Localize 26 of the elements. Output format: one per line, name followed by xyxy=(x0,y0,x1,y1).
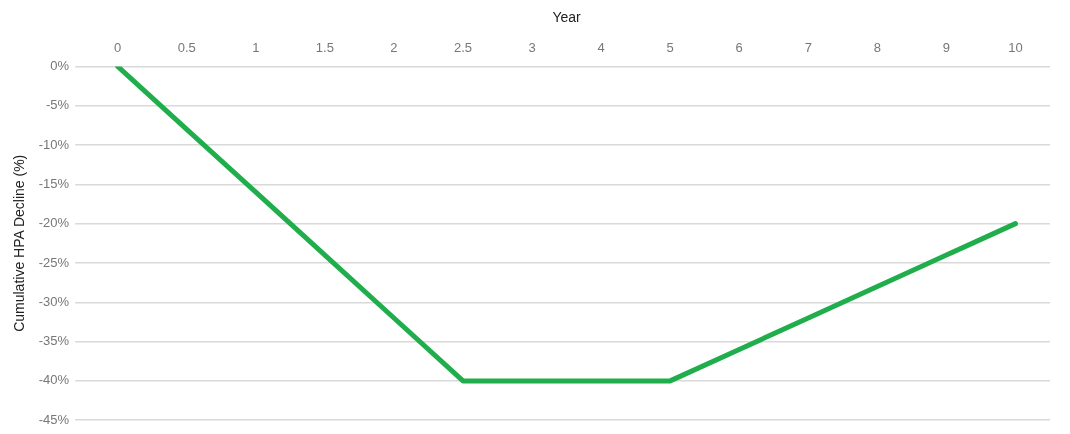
x-tick-label: 0 xyxy=(114,40,122,56)
x-tick-label: 2.5 xyxy=(453,40,473,56)
x-tick-label: 0.5 xyxy=(177,40,196,56)
x-tick-label: 10 xyxy=(1008,40,1023,56)
y-tick-label: 0% xyxy=(50,57,70,73)
y-axis-title: Cumulative HPA Decline (%) xyxy=(11,154,28,332)
x-tick-label: 1.5 xyxy=(315,40,334,56)
x-axis-title: Year xyxy=(552,9,582,26)
x-tick-label: 9 xyxy=(942,40,951,56)
y-tick-label: -20% xyxy=(38,215,70,231)
x-tick-label: 4 xyxy=(597,40,605,56)
y-tick-label: -10% xyxy=(38,136,70,152)
x-tick-label: 5 xyxy=(666,40,674,56)
x-tick-label: 3 xyxy=(528,40,536,56)
y-tick-label: -45% xyxy=(38,411,70,427)
y-tick-label: -30% xyxy=(38,293,70,309)
x-tick-label: 8 xyxy=(873,40,881,56)
y-tick-label: -15% xyxy=(38,175,70,191)
x-tick-label: 7 xyxy=(804,40,812,56)
y-tick-label: -5% xyxy=(46,97,70,113)
x-tick-label: 6 xyxy=(735,40,743,56)
y-tick-label: -40% xyxy=(38,372,70,388)
x-tick-label: 1 xyxy=(252,40,260,56)
y-tick-label: -35% xyxy=(38,333,70,349)
y-tick-label: -25% xyxy=(38,254,70,270)
x-tick-label: 2 xyxy=(390,40,398,56)
